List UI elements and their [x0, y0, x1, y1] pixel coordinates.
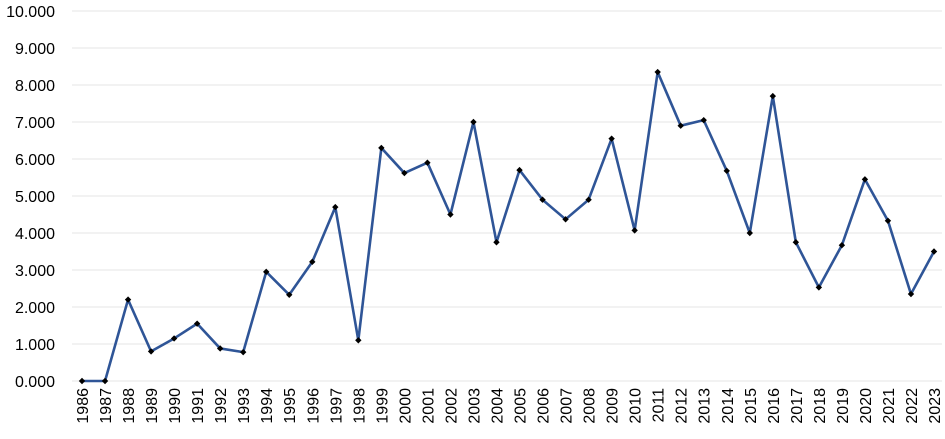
data-point	[654, 68, 661, 76]
data-point	[332, 203, 339, 211]
y-tick-label: 1.000	[15, 337, 55, 354]
data-point	[631, 227, 638, 234]
x-tick-label: 2018	[812, 388, 829, 424]
data-point	[930, 248, 938, 255]
data-point	[78, 377, 86, 385]
x-tick-label: 1987	[98, 388, 115, 424]
x-tick-label: 2020	[858, 388, 875, 424]
data-point	[746, 229, 753, 237]
x-tick-label: 2015	[743, 388, 760, 424]
y-tick-label: 0.000	[15, 374, 55, 391]
data-series	[80, 70, 936, 383]
x-tick-label: 1994	[259, 388, 276, 424]
y-tick-label: 3.000	[15, 263, 55, 280]
data-point	[378, 144, 385, 152]
x-tick-label: 2000	[397, 388, 414, 424]
x-tick-label: 1992	[213, 388, 230, 424]
x-tick-label: 1991	[190, 388, 207, 424]
x-tick-label: 2005	[513, 388, 530, 424]
x-tick-label: 2009	[605, 388, 622, 424]
y-axis-tick-labels: 0.000 1.000 2.000 3.000 4.000 5.000 6.000 7.000…	[6, 4, 55, 391]
data-point	[700, 116, 707, 124]
x-tick-label: 1999	[374, 388, 391, 424]
data-point	[608, 135, 615, 142]
y-tick-label: 5.000	[15, 189, 55, 206]
x-tick-label: 2012	[674, 388, 691, 424]
x-tick-label: 2011	[651, 388, 668, 423]
data-points	[78, 68, 938, 385]
data-point	[286, 291, 293, 298]
data-point	[470, 118, 477, 126]
data-point	[539, 196, 546, 203]
data-point	[838, 242, 846, 249]
x-tick-label: 2002	[443, 388, 460, 424]
series-line	[80, 70, 936, 383]
y-tick-label: 8.000	[15, 78, 55, 95]
x-tick-label: 2006	[536, 388, 553, 424]
x-tick-label: 2001	[420, 388, 437, 424]
x-tick-label: 2008	[582, 388, 599, 424]
data-point	[401, 169, 408, 177]
data-point	[309, 258, 316, 266]
x-tick-label: 1986	[75, 388, 92, 424]
x-axis-tick-labels: 1986 1987 1988 1989 1990 1991 1992 1993 1994 1995…	[75, 388, 944, 424]
data-point	[216, 345, 224, 352]
x-tick-label: 2023	[927, 388, 944, 424]
y-tick-label: 7.000	[15, 115, 55, 132]
y-tick-label: 10.000	[6, 4, 55, 21]
data-point	[263, 268, 270, 276]
data-point	[101, 377, 109, 385]
y-tick-label: 6.000	[15, 152, 55, 169]
x-tick-label: 2016	[766, 388, 783, 424]
x-tick-label: 1997	[328, 388, 345, 424]
data-point	[907, 290, 915, 298]
data-point	[723, 167, 730, 175]
x-tick-label: 2021	[881, 388, 898, 424]
data-point	[585, 196, 592, 203]
x-tick-label: 1995	[282, 388, 299, 424]
x-tick-label: 1989	[144, 388, 161, 424]
x-tick-label: 2014	[720, 388, 737, 424]
x-tick-label: 2013	[697, 388, 714, 424]
x-tick-label: 2003	[466, 388, 483, 424]
x-tick-label: 1990	[167, 388, 184, 424]
y-tick-label: 9.000	[15, 41, 55, 58]
gridlines	[72, 10, 942, 382]
x-tick-label: 1993	[236, 388, 253, 424]
data-point	[677, 122, 684, 129]
x-tick-label: 2019	[835, 388, 852, 424]
data-point	[562, 216, 569, 223]
data-point	[355, 337, 362, 344]
data-point	[124, 296, 132, 303]
x-tick-label: 1988	[121, 388, 138, 424]
x-tick-label: 2022	[904, 388, 921, 424]
data-point	[815, 284, 823, 291]
x-tick-label: 2007	[559, 388, 576, 424]
x-tick-label: 2010	[628, 388, 645, 424]
x-tick-label: 2004	[489, 388, 506, 424]
data-point	[147, 348, 155, 355]
y-tick-label: 2.000	[15, 300, 55, 317]
x-tick-label: 1996	[305, 388, 322, 424]
data-point	[447, 211, 454, 218]
data-point	[493, 239, 500, 246]
data-point	[861, 176, 869, 183]
data-point	[424, 159, 431, 166]
data-point	[769, 92, 777, 100]
data-point	[792, 239, 800, 246]
data-point	[516, 166, 523, 174]
data-point	[170, 335, 178, 342]
data-point	[193, 320, 201, 327]
x-tick-label: 1998	[351, 388, 368, 424]
x-tick-label: 2017	[789, 388, 806, 424]
data-point	[884, 217, 892, 224]
data-point	[239, 348, 247, 356]
y-tick-label: 4.000	[15, 226, 55, 243]
